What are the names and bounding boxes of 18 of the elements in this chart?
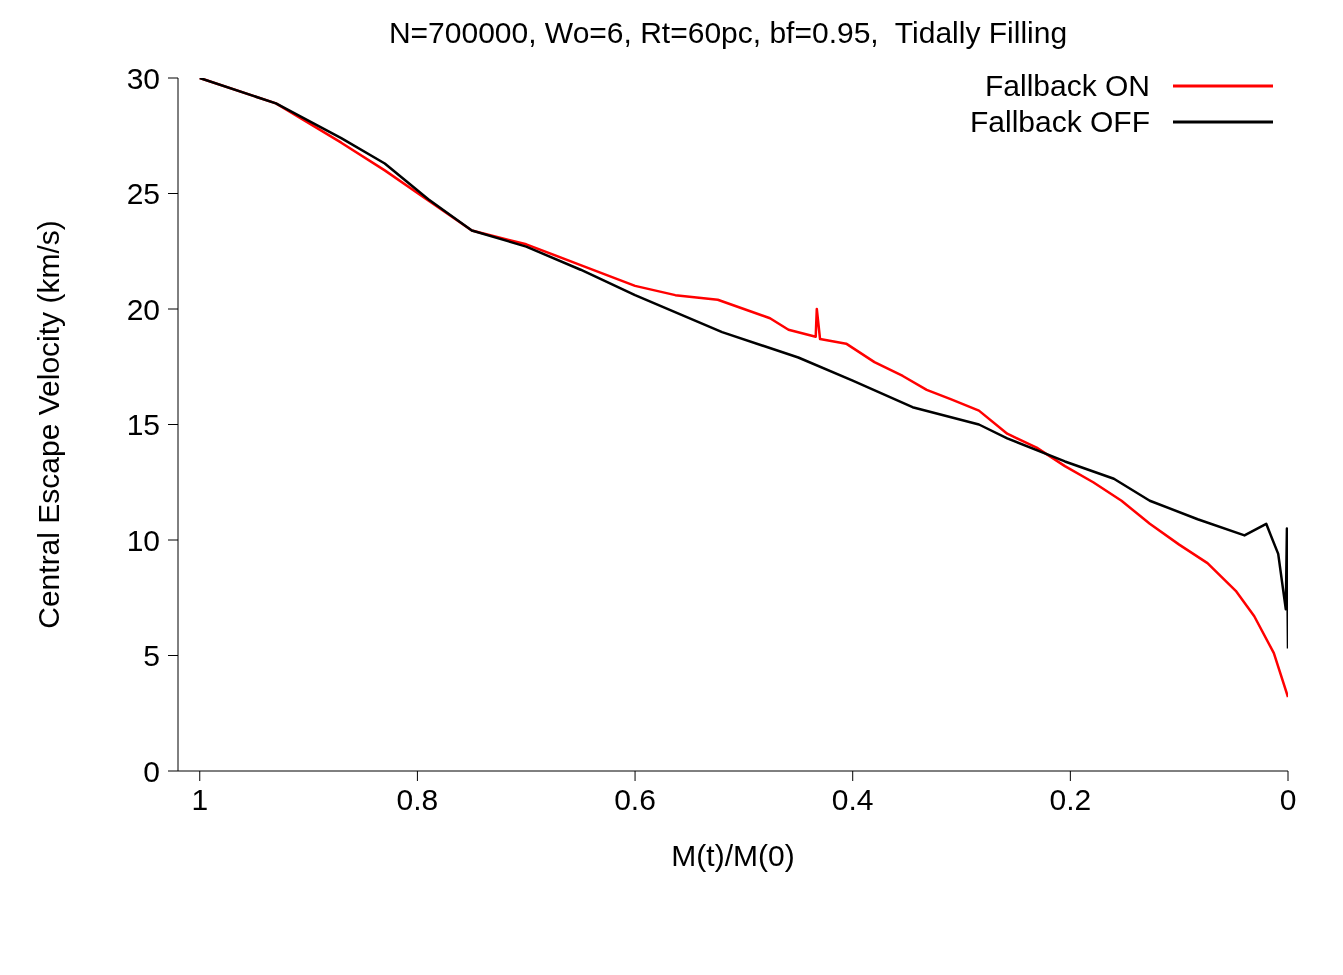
x-tick-label: 0.8 <box>396 783 439 817</box>
x-tick-label: 0.2 <box>1049 783 1092 817</box>
y-tick-label: 0 <box>143 754 160 788</box>
x-tick-label: 0 <box>1279 783 1297 817</box>
legend-label: Fallback OFF <box>969 104 1150 140</box>
x-tick-label: 1 <box>191 783 209 817</box>
y-tick-label: 30 <box>126 61 160 95</box>
y-tick-label: 15 <box>126 408 160 442</box>
y-axis-title: Central Escape Velocity (km/s) <box>31 220 65 629</box>
y-tick-label: 5 <box>143 639 160 673</box>
chart-title: N=700000, Wo=6, Rt=60pc, bf=0.95, Tidally Filling <box>387 15 1069 51</box>
legend-label: Fallback ON <box>984 68 1150 104</box>
x-tick-label: 0.4 <box>831 783 874 817</box>
x-axis-title: M(t)/M(0) <box>671 839 795 872</box>
y-tick-label: 25 <box>126 177 160 211</box>
x-tick-label: 0.6 <box>614 783 656 817</box>
y-tick-label: 20 <box>126 292 160 326</box>
y-tick-label: 10 <box>126 523 160 557</box>
